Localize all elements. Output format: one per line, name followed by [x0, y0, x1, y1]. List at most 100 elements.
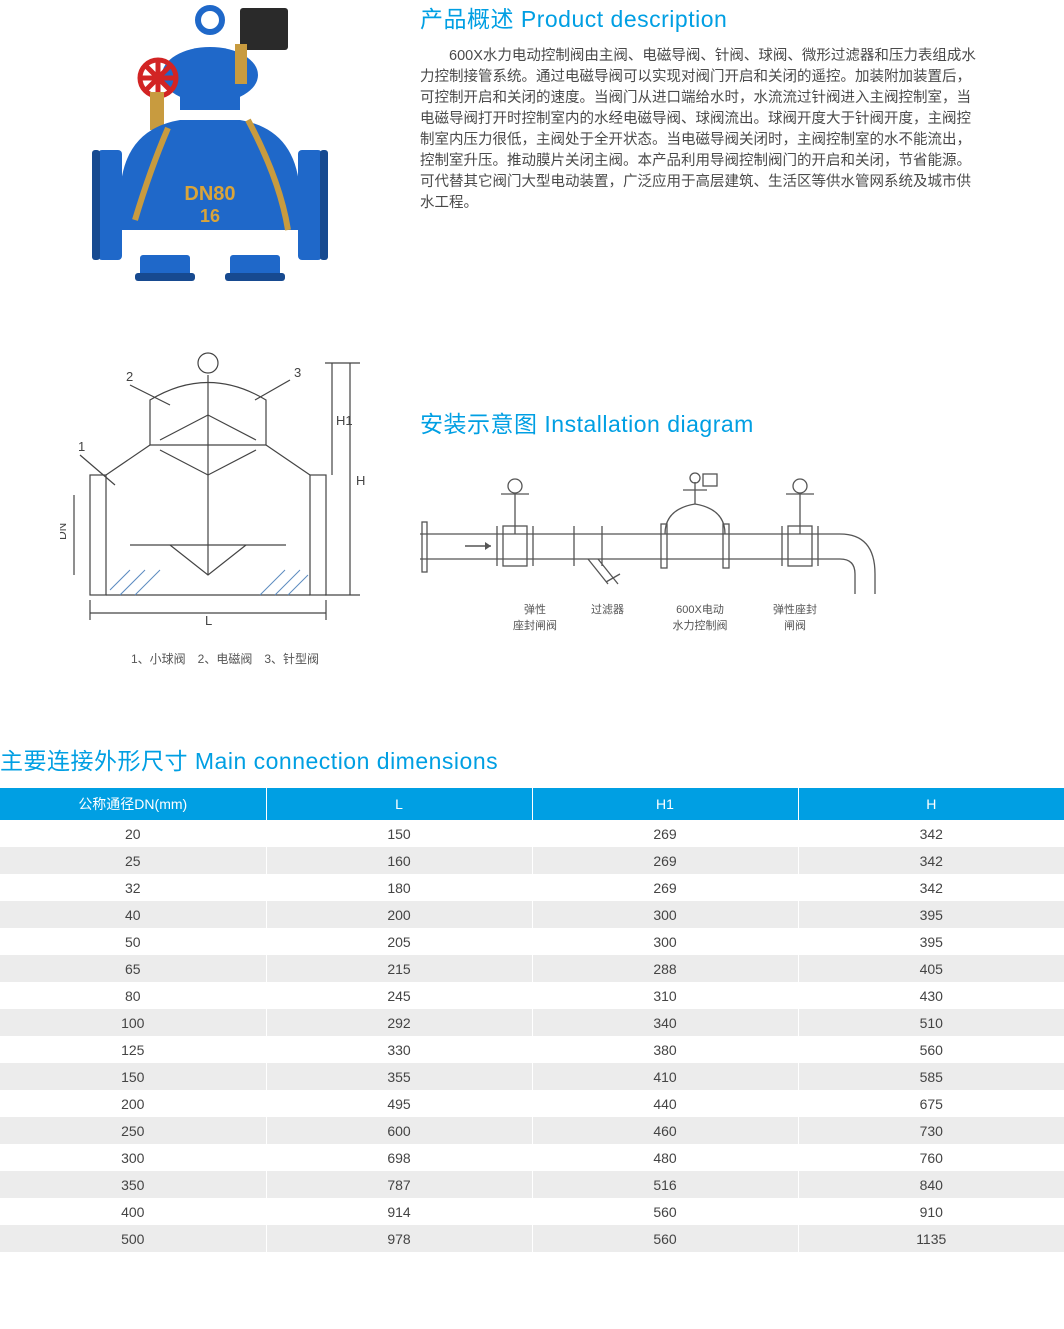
table-cell: 269	[532, 874, 798, 901]
table-cell: 125	[0, 1036, 266, 1063]
table-cell: 20	[0, 820, 266, 847]
table-cell: 510	[798, 1009, 1064, 1036]
table-cell: 342	[798, 847, 1064, 874]
table-cell: 205	[266, 928, 532, 955]
table-cell: 350	[0, 1171, 266, 1198]
install-label-2-l1: 过滤器	[591, 604, 624, 616]
schematic-drawing: 1 2 3 H H1 L DN	[60, 345, 400, 625]
dimensions-section: 主要连接外形尺寸 Main connection dimensions 公称通径…	[0, 742, 1064, 1252]
table-cell: 480	[532, 1144, 798, 1171]
table-cell: 460	[532, 1117, 798, 1144]
install-label-4-l1: 弹性座封	[773, 604, 817, 616]
table-cell: 914	[266, 1198, 532, 1225]
table-cell: 160	[266, 847, 532, 874]
product-description-body: 600X水力电动控制阀由主阀、电磁导阀、针阀、球阀、微形过滤器和压力表组成水力控…	[420, 46, 979, 214]
install-label-3-l1: 600X电动	[676, 604, 724, 616]
table-cell: 395	[798, 928, 1064, 955]
dimensions-col-header: 公称通径DN(mm)	[0, 788, 266, 820]
table-cell: 978	[266, 1225, 532, 1252]
table-row: 40200300395	[0, 901, 1064, 928]
table-row: 300698480760	[0, 1144, 1064, 1171]
table-cell: 292	[266, 1009, 532, 1036]
install-label-3-l2: 水力控制阀	[673, 620, 728, 632]
svg-text:DN80: DN80	[184, 183, 235, 205]
table-cell: 300	[0, 1144, 266, 1171]
dimensions-tbody: 2015026934225160269342321802693424020030…	[0, 820, 1064, 1252]
table-cell: 200	[0, 1090, 266, 1117]
svg-text:DN: DN	[60, 523, 69, 540]
table-row: 65215288405	[0, 955, 1064, 982]
table-row: 400914560910	[0, 1198, 1064, 1225]
table-row: 200495440675	[0, 1090, 1064, 1117]
table-cell: 340	[532, 1009, 798, 1036]
dimensions-col-header: H1	[532, 788, 798, 820]
table-cell: 180	[266, 874, 532, 901]
table-cell: 585	[798, 1063, 1064, 1090]
dimensions-title: 主要连接外形尺寸 Main connection dimensions	[0, 742, 1064, 776]
table-cell: 698	[266, 1144, 532, 1171]
dimensions-table: 公称通径DN(mm)LH1H 2015026934225160269342321…	[0, 788, 1064, 1252]
table-cell: 355	[266, 1063, 532, 1090]
table-row: 20150269342	[0, 820, 1064, 847]
table-cell: 840	[798, 1171, 1064, 1198]
table-cell: 400	[0, 1198, 266, 1225]
table-cell: 342	[798, 874, 1064, 901]
installation-svg	[420, 464, 890, 594]
dimensions-col-header: L	[266, 788, 532, 820]
table-row: 100292340510	[0, 1009, 1064, 1036]
table-row: 50205300395	[0, 928, 1064, 955]
table-row: 25160269342	[0, 847, 1064, 874]
table-cell: 215	[266, 955, 532, 982]
table-cell: 150	[266, 820, 532, 847]
table-cell: 430	[798, 982, 1064, 1009]
table-cell: 410	[532, 1063, 798, 1090]
table-cell: 500	[0, 1225, 266, 1252]
table-cell: 200	[266, 901, 532, 928]
table-cell: 1135	[798, 1225, 1064, 1252]
table-cell: 80	[0, 982, 266, 1009]
svg-text:H1: H1	[336, 413, 353, 428]
table-cell: 300	[532, 901, 798, 928]
table-cell: 440	[532, 1090, 798, 1117]
table-cell: 245	[266, 982, 532, 1009]
table-cell: 560	[532, 1198, 798, 1225]
table-cell: 100	[0, 1009, 266, 1036]
table-cell: 310	[532, 982, 798, 1009]
table-row: 250600460730	[0, 1117, 1064, 1144]
installation-labels: 弹性 座封闸阀 过滤器 600X电动 水力控制阀 弹性座封 闸阀	[420, 601, 979, 633]
table-cell: 380	[532, 1036, 798, 1063]
svg-text:2: 2	[126, 369, 133, 384]
table-cell: 50	[0, 928, 266, 955]
description-block: 产品概述 Product description 600X水力电动控制阀由主阀、…	[420, 0, 1064, 290]
table-cell: 150	[0, 1063, 266, 1090]
table-cell: 342	[798, 820, 1064, 847]
top-section: DN80 16 产品概述 Product description 600X水力电…	[0, 0, 1064, 290]
schematic-block: 1 2 3 H H1 L DN 1、小球阀 2、电磁阀 3、针型阀	[0, 345, 420, 667]
table-cell: 560	[798, 1036, 1064, 1063]
svg-text:L: L	[205, 613, 212, 625]
table-cell: 675	[798, 1090, 1064, 1117]
page: DN80 16 产品概述 Product description 600X水力电…	[0, 0, 1064, 1252]
table-row: 125330380560	[0, 1036, 1064, 1063]
table-cell: 730	[798, 1117, 1064, 1144]
table-cell: 269	[532, 820, 798, 847]
installation-block: 安装示意图 Installation diagram	[420, 345, 1064, 667]
table-row: 32180269342	[0, 874, 1064, 901]
mid-section: 1 2 3 H H1 L DN 1、小球阀 2、电磁阀 3、针型阀 安装示意图 …	[0, 345, 1064, 667]
svg-text:16: 16	[200, 206, 220, 226]
table-cell: 300	[532, 928, 798, 955]
install-label-4-l2: 闸阀	[784, 620, 806, 632]
table-cell: 40	[0, 901, 266, 928]
table-row: 150355410585	[0, 1063, 1064, 1090]
table-cell: 65	[0, 955, 266, 982]
table-cell: 910	[798, 1198, 1064, 1225]
schematic-caption: 1、小球阀 2、电磁阀 3、针型阀	[60, 650, 390, 667]
table-cell: 330	[266, 1036, 532, 1063]
table-cell: 250	[0, 1117, 266, 1144]
table-row: 350787516840	[0, 1171, 1064, 1198]
svg-text:H: H	[356, 473, 365, 488]
table-cell: 516	[532, 1171, 798, 1198]
svg-text:1: 1	[78, 439, 85, 454]
install-label-1-l2: 座封闸阀	[513, 620, 557, 632]
table-cell: 760	[798, 1144, 1064, 1171]
